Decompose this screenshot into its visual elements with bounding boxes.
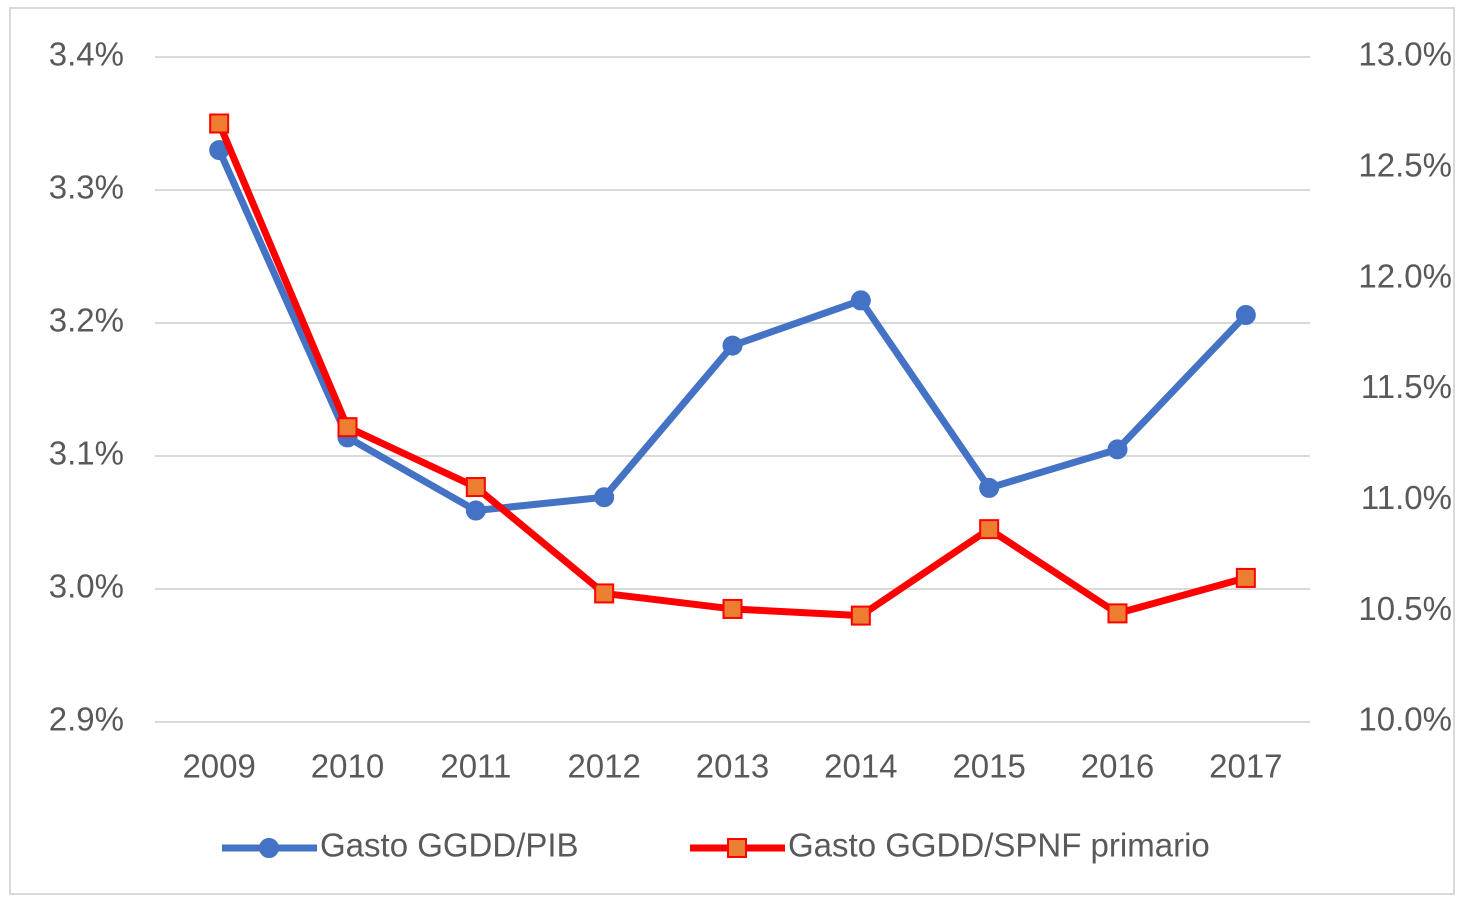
y2-tick-label: 11.0% — [1361, 479, 1452, 516]
legend-label: Gasto GGDD/PIB — [320, 827, 579, 864]
data-point — [1235, 305, 1256, 326]
legend-marker — [259, 838, 279, 858]
x-tick-label: 2017 — [1209, 748, 1282, 785]
x-tick-label: 2010 — [311, 748, 384, 785]
chart-border — [9, 7, 1455, 895]
x-tick-label: 2014 — [824, 748, 897, 785]
data-point — [209, 113, 230, 134]
data-point — [594, 583, 615, 604]
data-point — [594, 487, 615, 508]
data-point — [465, 500, 486, 521]
y2-tick-label: 12.0% — [1358, 257, 1452, 294]
x-tick-label: 2009 — [182, 748, 255, 785]
data-point — [1235, 567, 1256, 588]
y-tick-label: 3.1% — [49, 435, 124, 472]
x-tick-label: 2013 — [696, 748, 769, 785]
y-tick-label: 3.4% — [49, 36, 124, 73]
data-point — [979, 519, 1000, 540]
x-tick-label: 2012 — [567, 748, 640, 785]
y-tick-label: 3.2% — [49, 302, 124, 339]
y2-tick-label: 10.0% — [1358, 701, 1452, 738]
legend-marker — [727, 838, 747, 858]
data-point — [722, 598, 743, 619]
y-tick-label: 3.3% — [49, 169, 124, 206]
legend-label: Gasto GGDD/SPNF primario — [788, 827, 1210, 864]
data-point — [337, 417, 358, 438]
x-tick-label: 2011 — [440, 748, 511, 785]
y2-tick-label: 11.5% — [1361, 368, 1452, 405]
y2-tick-label: 10.5% — [1358, 590, 1452, 627]
data-point — [850, 605, 871, 626]
data-point — [1107, 439, 1128, 460]
x-tick-label: 2015 — [952, 748, 1025, 785]
y-tick-label: 3.0% — [49, 568, 124, 605]
x-tick-label: 2016 — [1081, 748, 1154, 785]
data-point — [465, 477, 486, 498]
y2-tick-label: 13.0% — [1358, 36, 1452, 73]
y2-tick-label: 12.5% — [1358, 147, 1452, 184]
data-point — [979, 477, 1000, 498]
data-point — [722, 335, 743, 356]
y-tick-label: 2.9% — [49, 701, 124, 738]
data-point — [850, 290, 871, 311]
data-point — [1107, 603, 1128, 624]
